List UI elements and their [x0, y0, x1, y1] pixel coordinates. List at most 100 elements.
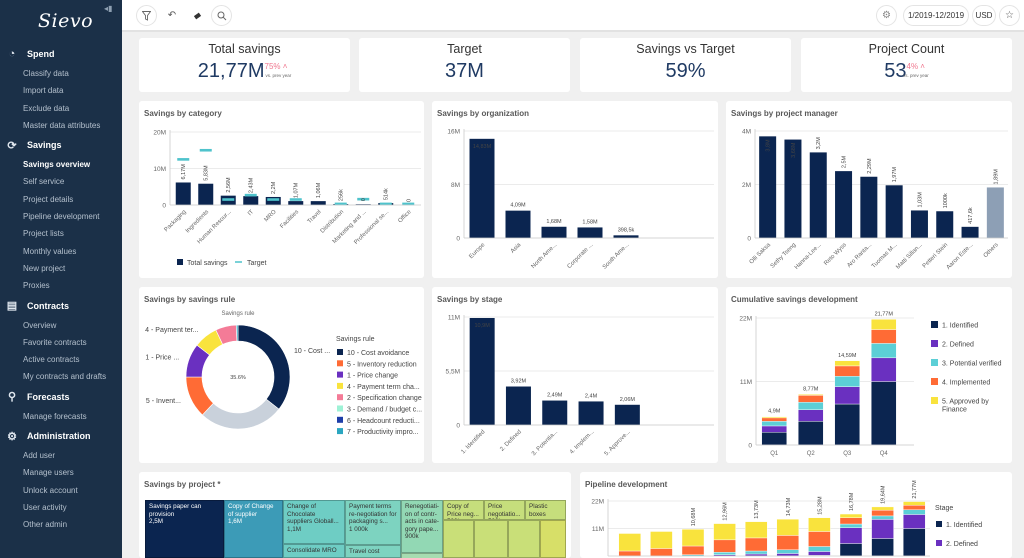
bar-segment[interactable]: [903, 505, 926, 510]
sidebar-item-user-activity[interactable]: User activity: [23, 502, 67, 512]
eraser-icon[interactable]: [188, 5, 206, 26]
bar-segment[interactable]: [798, 395, 824, 403]
bar-segment[interactable]: [808, 546, 831, 552]
bar[interactable]: [809, 152, 827, 238]
sidebar-item-project-details[interactable]: Project details: [23, 194, 74, 204]
sidebar-item-pipeline-development[interactable]: Pipeline development: [23, 212, 100, 222]
bar-segment[interactable]: [776, 549, 800, 554]
bar[interactable]: [961, 226, 979, 238]
bar-segment[interactable]: [871, 357, 897, 382]
sidebar-section-savings[interactable]: ⟳ Savings: [0, 134, 122, 156]
bar[interactable]: [577, 227, 603, 238]
bar-segment[interactable]: [650, 548, 673, 557]
bar-segment[interactable]: [834, 403, 860, 446]
bar[interactable]: [175, 182, 191, 205]
bar[interactable]: [469, 138, 495, 238]
bar-segment[interactable]: [761, 432, 787, 446]
star-icon[interactable]: ☆: [999, 5, 1020, 26]
bar-segment[interactable]: [808, 517, 831, 532]
bar-segment[interactable]: [839, 523, 863, 528]
sidebar-item-unlock-account[interactable]: Unlock account: [23, 485, 78, 495]
back-icon[interactable]: ↶: [163, 5, 181, 26]
treemap-cell[interactable]: [474, 520, 508, 558]
savings-by-rule-chart[interactable]: Savings rule 10 - Cost ... 5 - Invent... 1 …: [139, 287, 424, 463]
bar-segment[interactable]: [798, 421, 824, 446]
sidebar-item-exclude-data[interactable]: Exclude data: [23, 103, 70, 113]
sievo-logo[interactable]: Sievo: [38, 10, 94, 32]
sidebar-item-savings-overview[interactable]: Savings overview: [23, 160, 91, 170]
savings-by-project-manager-chart[interactable]: 0 2M 4M 3,8M Olli Saksa 3,68M Sethy Tseng 3,2M H…: [726, 101, 1012, 278]
savings-by-organization-chart[interactable]: 0 8M 16M 14,83M Europe 4,09M Asia 1,68M North Am…: [432, 101, 718, 278]
filter-icon[interactable]: [136, 5, 157, 26]
kpi-savings-vs-target[interactable]: Savings vs Target 59%: [580, 38, 791, 92]
donut-slice[interactable]: [236, 324, 239, 342]
bar[interactable]: [835, 171, 853, 238]
sidebar-section-spend[interactable]: ◔ Spend: [0, 43, 122, 65]
bar-segment[interactable]: [834, 365, 860, 377]
bar-segment[interactable]: [834, 360, 860, 367]
kpi-target[interactable]: Target 37M: [359, 38, 570, 92]
bar-segment[interactable]: [871, 538, 894, 557]
bar-segment[interactable]: [839, 513, 863, 518]
bar-segment[interactable]: [618, 550, 641, 557]
sidebar-item-master-data-attributes[interactable]: Master data attributes: [23, 120, 101, 130]
treemap-cell[interactable]: Travel cost: [345, 545, 401, 558]
bar-segment[interactable]: [713, 552, 736, 555]
bar[interactable]: [198, 183, 214, 205]
collapse-icon[interactable]: ◂▮: [104, 4, 113, 13]
bar[interactable]: [578, 401, 604, 425]
savings-by-category-chart[interactable]: 010M20M6,17MPackaging5,83MIngredients2,5…: [139, 101, 424, 278]
treemap-cell[interactable]: Payment terms re-negotiation for packagi…: [345, 500, 401, 545]
cumulative-savings-chart[interactable]: 0 11M 22M 4,9M Q1 8,77M Q2 14,59M Q3 21,77M Q4 1. I…: [726, 287, 1012, 463]
treemap-cell[interactable]: Change of Chocolate suppliers Globall...…: [283, 500, 345, 544]
sidebar-item-proxies[interactable]: Proxies: [23, 281, 50, 291]
kpi-project-count[interactable]: Project Count 534% ˄ vs. prev year: [801, 38, 1012, 92]
treemap-cell[interactable]: [401, 553, 443, 558]
bar-segment[interactable]: [871, 329, 897, 344]
sidebar-item-classify-data[interactable]: Classify data: [23, 69, 69, 78]
bar[interactable]: [541, 226, 567, 238]
treemap-cell[interactable]: Savings paper can provision 2,5M: [145, 500, 224, 558]
bar-segment[interactable]: [871, 381, 897, 446]
sidebar-item-other-admin[interactable]: Other admin: [23, 520, 68, 530]
sidebar-item-favorite-contracts[interactable]: Favorite contracts: [23, 337, 87, 347]
bar-segment[interactable]: [618, 533, 641, 552]
bar-segment[interactable]: [681, 545, 705, 555]
treemap-cell[interactable]: Copy of Price neg...500k: [443, 500, 484, 520]
bar-segment[interactable]: [808, 551, 831, 556]
bar-segment[interactable]: [761, 416, 787, 419]
bar-segment[interactable]: [871, 319, 897, 330]
treemap-cell[interactable]: Consolidate MRO: [283, 544, 345, 558]
sidebar-item-overview[interactable]: Overview: [23, 320, 57, 330]
sidebar-section-forecasts[interactable]: ⚲ Forecasts: [0, 386, 122, 408]
search-icon[interactable]: [211, 5, 232, 26]
bar[interactable]: [986, 187, 1004, 238]
sidebar-section-administration[interactable]: ⚙ Administration: [0, 425, 122, 447]
bar-segment[interactable]: [744, 550, 768, 555]
bar[interactable]: [936, 211, 954, 238]
bar[interactable]: [860, 176, 878, 238]
bar-segment[interactable]: [871, 506, 894, 511]
bar[interactable]: [784, 139, 802, 238]
bar-segment[interactable]: [713, 539, 736, 553]
bar[interactable]: [885, 185, 903, 238]
bar[interactable]: [910, 210, 928, 238]
sidebar-item-new-project[interactable]: New project: [23, 263, 66, 273]
sidebar-item-monthly-values[interactable]: Monthly values: [23, 246, 77, 256]
bar-segment[interactable]: [839, 517, 863, 525]
donut-slice[interactable]: [201, 398, 280, 430]
bar[interactable]: [310, 201, 326, 205]
bar-segment[interactable]: [871, 509, 894, 517]
bar[interactable]: [759, 136, 777, 238]
bar-segment[interactable]: [903, 514, 926, 529]
bar[interactable]: [469, 317, 495, 425]
sidebar-item-active-contracts[interactable]: Active contracts: [23, 355, 80, 365]
sidebar-item-self-service[interactable]: Self service: [23, 177, 65, 187]
bar[interactable]: [542, 400, 568, 425]
bar-segment[interactable]: [761, 417, 787, 422]
bar-segment[interactable]: [834, 386, 860, 405]
treemap-cell[interactable]: [540, 520, 566, 558]
bar-segment[interactable]: [839, 527, 863, 544]
bar-segment[interactable]: [798, 409, 824, 422]
bar-segment[interactable]: [871, 519, 894, 539]
